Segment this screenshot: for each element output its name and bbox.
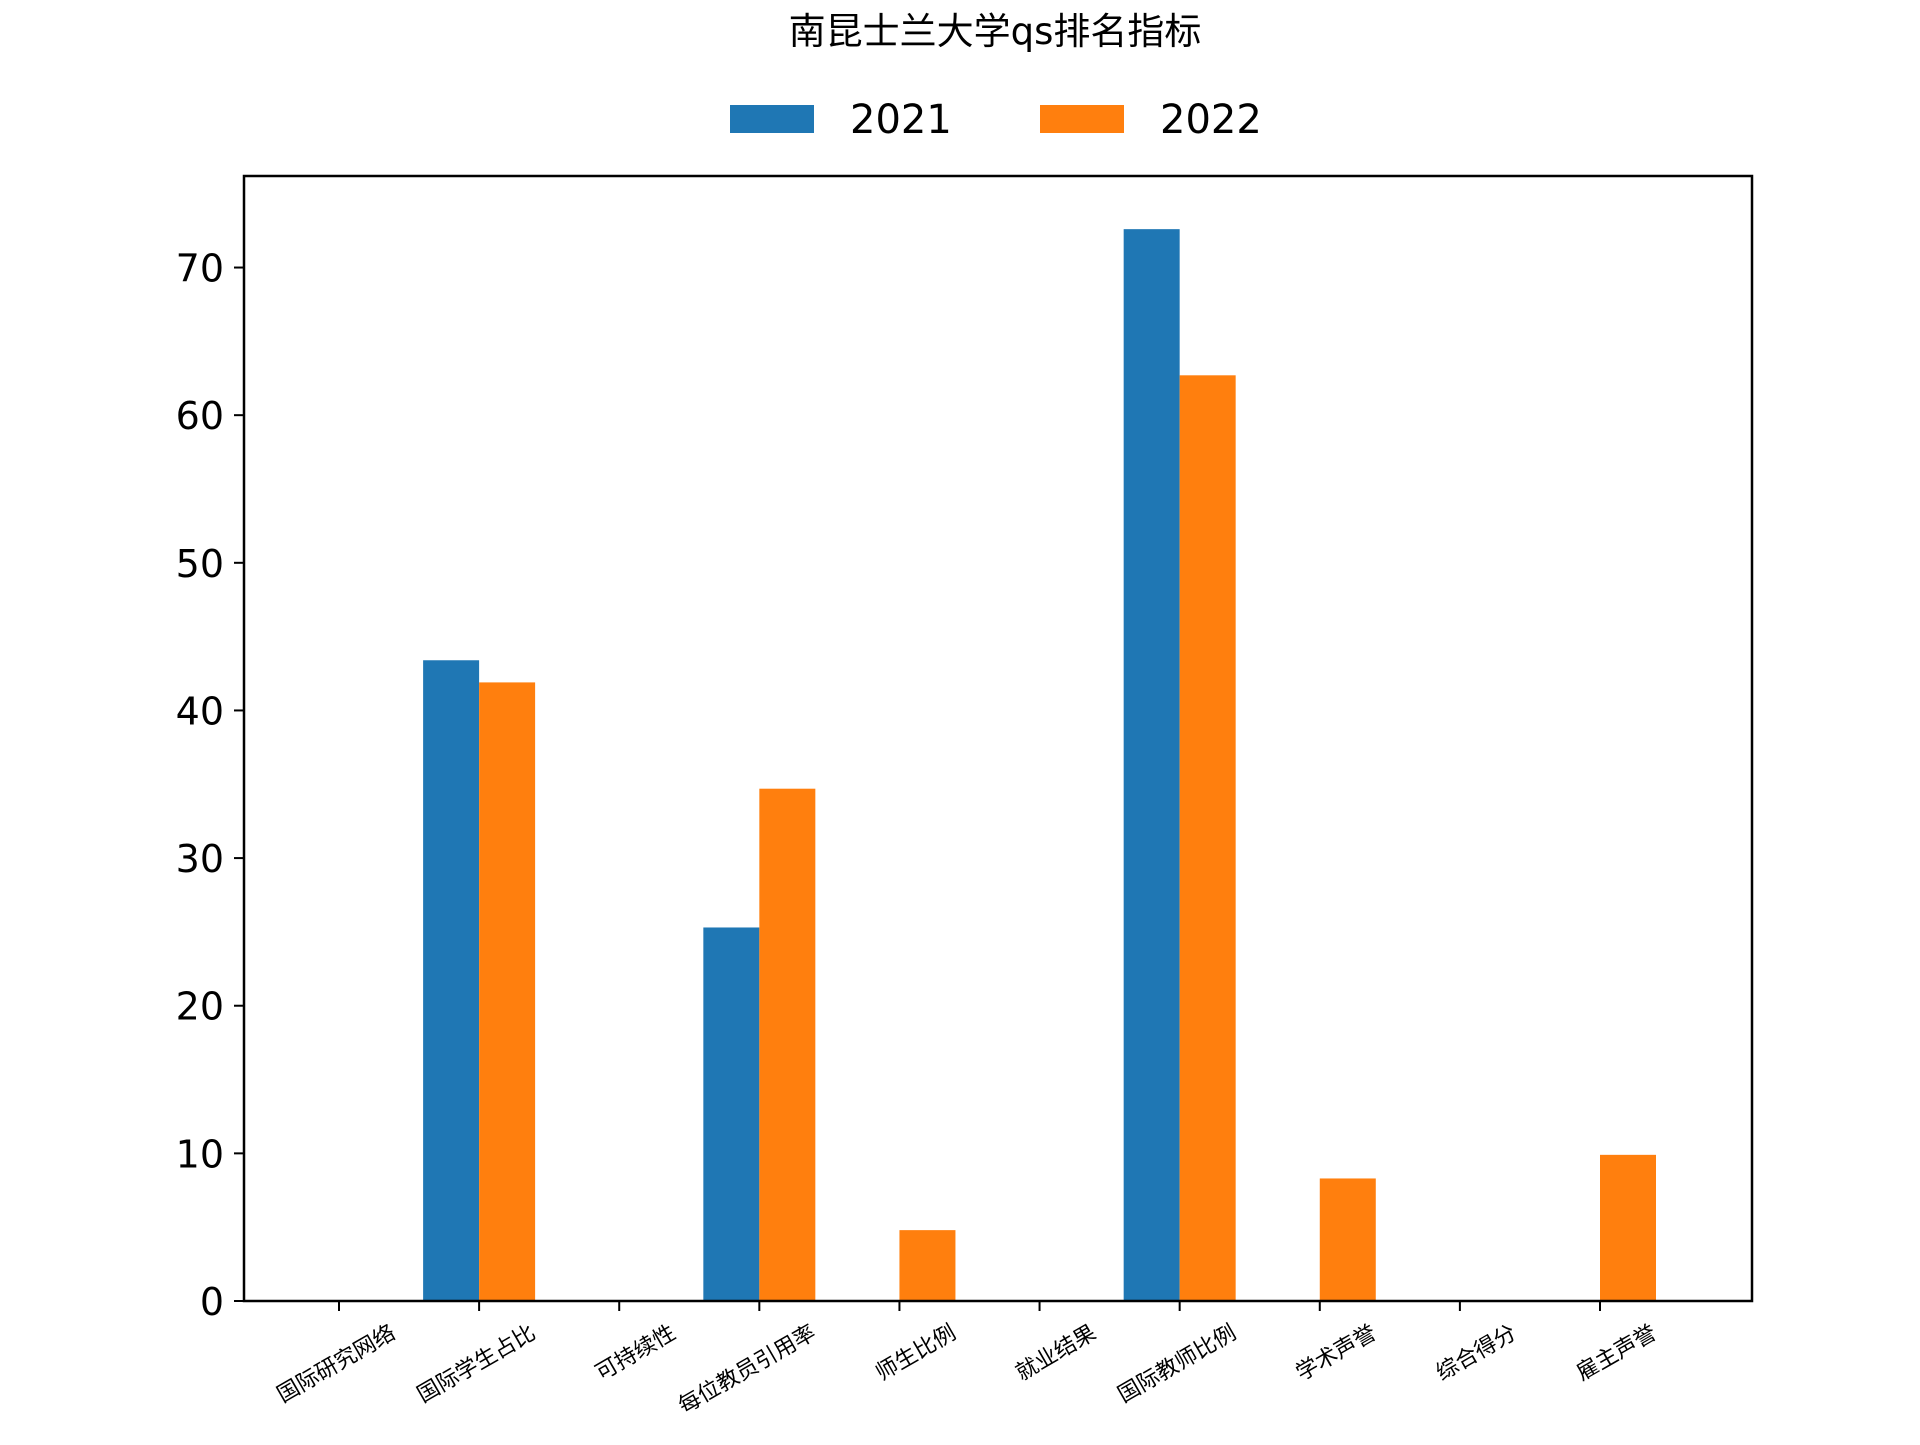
legend-swatch-2021 bbox=[730, 105, 814, 133]
bar-2022-7 bbox=[1319, 1178, 1376, 1301]
legend-label-2021: 2021 bbox=[850, 97, 952, 143]
bar-2022-4 bbox=[899, 1230, 956, 1301]
bar-2021-1 bbox=[423, 660, 480, 1301]
legend-label-2022: 2022 bbox=[1160, 97, 1262, 143]
bar-2022-3 bbox=[759, 788, 816, 1301]
y-tick-label-40: 40 bbox=[176, 689, 224, 733]
bars-group bbox=[423, 229, 1656, 1301]
bar-2022-1 bbox=[479, 682, 536, 1301]
chart-title: 南昆士兰大学qs排名指标 bbox=[789, 10, 1202, 53]
y-tick-label-0: 0 bbox=[200, 1280, 224, 1324]
bar-2022-9 bbox=[1600, 1154, 1656, 1301]
y-tick-label-50: 50 bbox=[176, 542, 224, 586]
bar-2021-3 bbox=[703, 927, 760, 1301]
y-tick-label-60: 60 bbox=[176, 394, 224, 438]
y-tick-label-10: 10 bbox=[176, 1132, 224, 1176]
y-tick-label-70: 70 bbox=[176, 247, 224, 291]
legend-swatch-2022 bbox=[1040, 105, 1124, 133]
y-tick-label-30: 30 bbox=[176, 837, 224, 881]
bar-2022-6 bbox=[1179, 375, 1236, 1301]
plot-frame bbox=[242, 174, 1754, 1303]
legend: 2021 2022 bbox=[730, 97, 1262, 143]
bar-2021-6 bbox=[1123, 229, 1180, 1301]
y-tick-label-20: 20 bbox=[176, 985, 224, 1029]
y-axis: 0 10 20 30 40 50 60 70 bbox=[176, 247, 244, 1324]
